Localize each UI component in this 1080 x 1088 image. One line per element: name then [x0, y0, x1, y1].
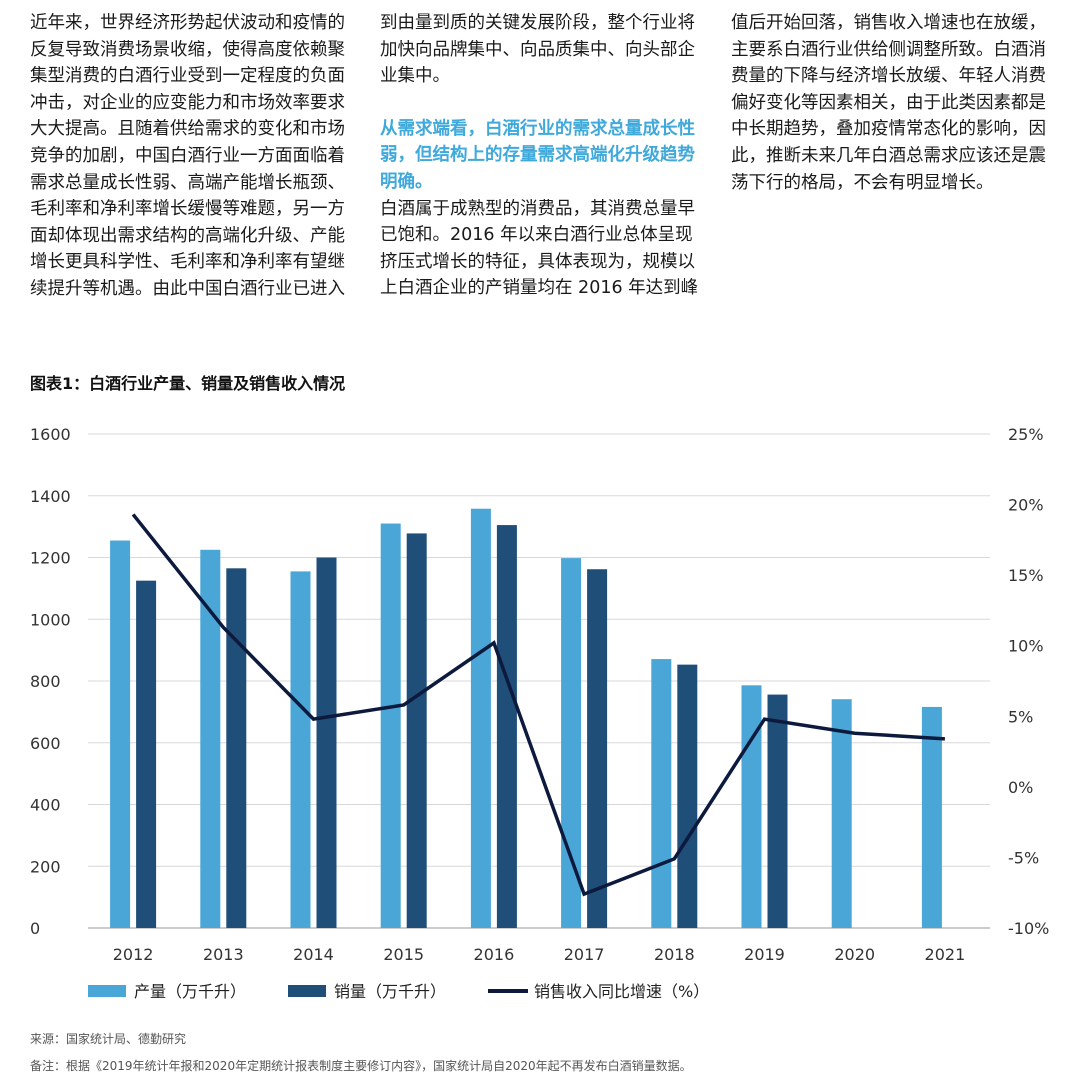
article-paragraph: 近年来，世界经济形势起伏波动和疫情的反复导致消费场景收缩，使得高度依赖聚集型消费… — [30, 13, 345, 299]
bar-production — [470, 508, 491, 928]
bar-sales — [136, 580, 157, 928]
y-right-tick-label: 5% — [1008, 707, 1033, 726]
bar-sales — [316, 557, 337, 928]
y-left-tick-label: 600 — [30, 734, 61, 753]
article-paragraph: 到由量到质的关键发展阶段，整个行业将加快向品牌集中、向品质集中、向头部企业集中。 — [380, 13, 695, 87]
legend-label: 销售收入同比增速（%） — [534, 982, 709, 1001]
y-left-tick-label: 1000 — [30, 610, 71, 629]
y-right-tick-label: -10% — [1008, 919, 1049, 938]
y-left-tick-label: 1400 — [30, 487, 71, 506]
x-tick-label: 2014 — [293, 945, 334, 964]
y-right-tick-label: -5% — [1008, 848, 1039, 867]
legend-label: 产量（万千升） — [134, 982, 246, 1001]
bar-production — [110, 540, 131, 928]
y-right-tick-label: 25% — [1008, 425, 1044, 444]
x-tick-label: 2019 — [744, 945, 785, 964]
article-column-1: 近年来，世界经济形势起伏波动和疫情的反复导致消费场景收缩，使得高度依赖聚集型消费… — [30, 10, 352, 303]
note-footnote: 备注：根据《2019年统计年报和2020年定期统计报表制度主要修订内容》，国家统… — [30, 1059, 692, 1073]
legend-label: 销量（万千升） — [334, 982, 446, 1001]
article-column-3: 值后开始回落，销售收入增速也在放缓，主要系白酒行业供给侧调整所致。白酒消费量的下… — [731, 10, 1053, 196]
line-revenue-growth — [131, 513, 946, 897]
y-right-tick-label: 10% — [1008, 637, 1044, 656]
x-tick-label: 2013 — [203, 945, 244, 964]
x-tick-label: 2021 — [925, 945, 966, 964]
chart: 0 200 400 600 800 1000 1200 1400 1600 -10% -5% 0% 5%… — [30, 425, 1049, 1001]
bar-production — [200, 549, 221, 928]
article-column-2: 到由量到质的关键发展阶段，整个行业将加快向品牌集中、向品质集中、向头部企业集中。… — [380, 10, 702, 302]
source-footnote: 来源：国家统计局、德勤研究 — [30, 1032, 187, 1046]
bar-sales — [496, 525, 517, 928]
bar-sales — [587, 569, 608, 928]
y-left-tick-label: 0 — [30, 919, 40, 938]
bar-production — [921, 706, 942, 928]
x-tick-label: 2020 — [834, 945, 875, 964]
x-tick-label: 2015 — [383, 945, 424, 964]
x-tick-label: 2016 — [474, 945, 515, 964]
y-left-tick-label: 400 — [30, 796, 61, 815]
article-paragraph: 值后开始回落，销售收入增速也在放缓，主要系白酒行业供给侧调整所致。白酒消费量的下… — [731, 13, 1046, 193]
bar-sales — [406, 533, 427, 928]
y-left-tick-label: 1600 — [30, 425, 71, 444]
bar-production — [651, 659, 672, 928]
y-left-tick-label: 800 — [30, 672, 61, 691]
bar-sales — [767, 694, 788, 928]
legend-swatch — [88, 985, 126, 997]
bar-sales — [226, 568, 247, 928]
legend-swatch — [288, 985, 326, 997]
bar-production — [831, 699, 852, 928]
article-highlight: 从需求端看，白酒行业的需求总量成长性弱，但结构上的存量需求高端化升级趋势明确。 — [380, 118, 695, 192]
chart-title: 图表1：白酒行业产量、销量及销售收入情况 — [30, 374, 346, 393]
bar-production — [380, 523, 401, 928]
x-tick-label: 2017 — [564, 945, 605, 964]
x-tick-label: 2018 — [654, 945, 695, 964]
bar-production — [290, 571, 311, 928]
bar-sales — [677, 664, 698, 928]
y-right-tick-label: 0% — [1008, 778, 1033, 797]
bar-production — [741, 685, 762, 928]
y-right-tick-label: 20% — [1008, 496, 1044, 515]
y-left-tick-label: 200 — [30, 857, 61, 876]
y-left-tick-label: 1200 — [30, 549, 71, 568]
article-paragraph: 白酒属于成熟型的消费品，其消费总量早已饱和。2016 年以来白酒行业总体呈现挤压… — [380, 198, 699, 299]
bar-production — [561, 558, 582, 928]
y-right-tick-label: 15% — [1008, 566, 1044, 585]
x-tick-label: 2012 — [113, 945, 154, 964]
